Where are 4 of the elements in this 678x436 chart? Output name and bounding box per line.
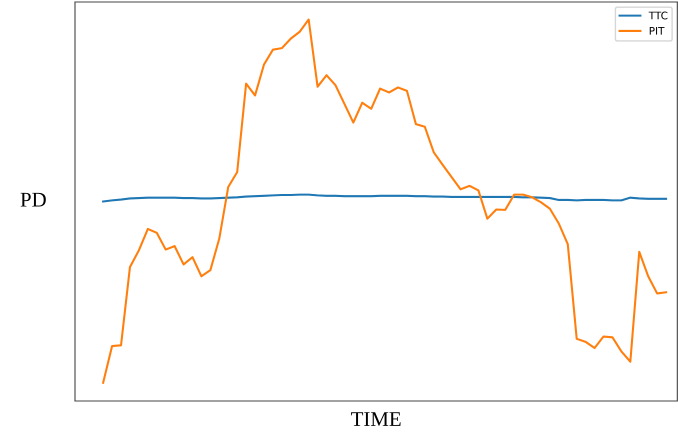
legend-label: TTC [648,12,668,20]
y-axis-title: PD [20,192,46,207]
x-axis-title: TIME [351,412,401,426]
legend-label: PIT [650,26,664,35]
